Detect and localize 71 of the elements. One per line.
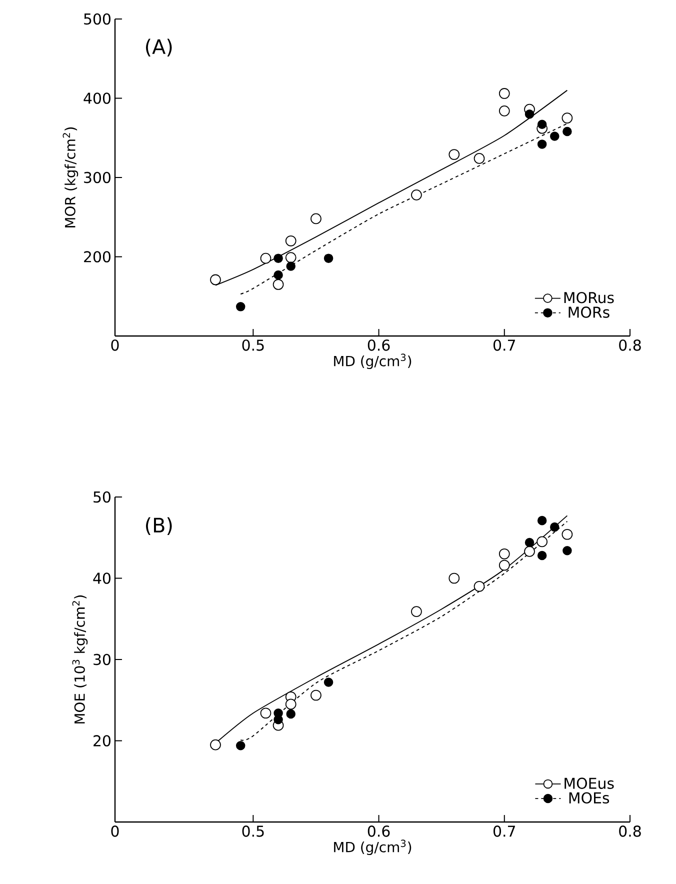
point	[550, 132, 560, 141]
point	[524, 546, 535, 557]
point	[236, 740, 246, 750]
point	[286, 262, 296, 271]
point	[474, 153, 485, 164]
point	[324, 678, 334, 687]
point	[285, 235, 296, 246]
y-tick-label: 200	[84, 251, 110, 262]
point	[272, 279, 284, 290]
point	[537, 550, 547, 560]
x-tick-label: 0	[111, 340, 119, 351]
y-tick-label: 30	[94, 654, 110, 666]
point	[310, 213, 322, 224]
point	[324, 254, 334, 263]
point	[524, 538, 534, 548]
point	[536, 536, 548, 548]
x-tick-label: 0.5	[242, 826, 264, 837]
y-axis-title: MOR (kgf/cm$^{2}$)	[62, 127, 78, 228]
point	[310, 690, 322, 701]
legend-label: MOEs	[569, 792, 610, 804]
x-axis-title: MD (g/cm$^{3}$)	[334, 840, 412, 856]
y-tick-label: 500	[84, 13, 110, 25]
point	[236, 302, 246, 312]
point	[562, 528, 573, 540]
x-tick-label: 0.5	[242, 340, 264, 351]
x-tick-label: 0.7	[493, 826, 516, 837]
y-tick-label: 50	[94, 491, 110, 503]
point	[562, 126, 572, 136]
point	[474, 580, 485, 592]
point	[411, 606, 422, 617]
legend-label: MOEus	[564, 778, 614, 789]
point	[286, 709, 296, 719]
point	[274, 714, 283, 724]
y-tick-label: 300	[84, 172, 110, 184]
point	[448, 149, 460, 160]
point	[260, 708, 272, 719]
point	[550, 522, 560, 532]
point	[498, 560, 510, 571]
y-tick-label: 40	[93, 572, 110, 584]
point	[285, 252, 296, 263]
y-tick-label: 400	[84, 92, 110, 104]
text: (B)	[146, 517, 172, 536]
point	[498, 548, 510, 560]
point	[498, 88, 510, 99]
point	[285, 698, 296, 710]
x-tick-label: 0.8	[619, 826, 641, 837]
point	[537, 516, 547, 526]
y-tick-label: 20	[94, 735, 110, 746]
point	[562, 112, 573, 124]
point	[537, 120, 547, 130]
text: (A)	[146, 38, 172, 56]
point	[524, 109, 534, 119]
x-tick-label: 0.7	[493, 340, 516, 351]
legend-label: MORs	[568, 306, 610, 318]
point	[537, 140, 547, 149]
point	[210, 274, 221, 286]
point	[260, 252, 272, 264]
point	[210, 739, 221, 750]
x-axis-title: MD (g/cm$^{3}$)	[334, 354, 412, 370]
point	[562, 546, 572, 556]
y-axis-title: MOE (10$^{3}$ kgf/cm$^{2}$)	[72, 595, 88, 724]
x-tick-label: 0.8	[619, 340, 641, 351]
point	[274, 270, 283, 280]
point	[498, 105, 510, 116]
point	[274, 254, 283, 263]
point	[448, 572, 460, 584]
point	[411, 189, 422, 200]
x-tick-label: 0.6	[368, 340, 390, 351]
x-tick-label: 0.6	[368, 826, 390, 837]
legend-label: MORus	[564, 292, 614, 304]
x-tick-label: 0	[111, 826, 119, 837]
